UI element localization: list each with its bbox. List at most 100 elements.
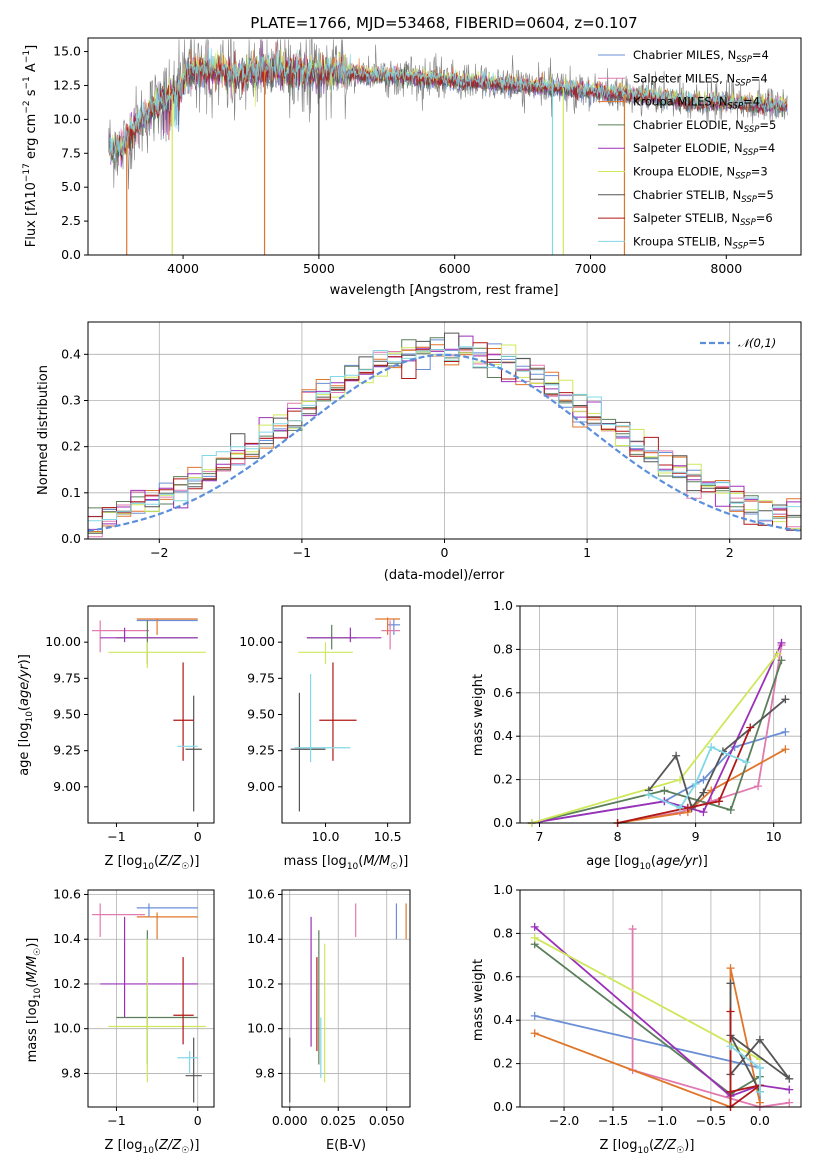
age-vs-Z-ytick-label: 9.25 (53, 743, 81, 758)
kroupa_stelib-legend-label: Kroupa STELIB, NSSP=5 (633, 234, 765, 251)
chabrier_miles-weight-marker (530, 1011, 539, 1020)
kroupa_stelib-weight-marker (755, 1087, 764, 1096)
age-vs-Z-panel: −1 0 9.00 9.25 9.50 9.75 10.00 (45, 605, 215, 844)
mw-z-ylabel: mass weight (471, 959, 486, 1041)
histogram-frame (87, 321, 802, 540)
age-vs-Z-xtick-label: −1 (107, 829, 125, 844)
kroupa_stelib-weight-marker (644, 790, 653, 799)
spectrum-legend: Chabrier MILES, NSSP=4 Salpeter MILES, NS… (598, 48, 776, 251)
spectrum-ytick-label: 15.0 (53, 44, 81, 59)
age-mass-xlabel: mass [log10(M/M☉)] (284, 854, 409, 872)
age-vs-Z-frame (87, 605, 215, 824)
mass-vs-EBV-xtick-label: 0.025 (320, 1113, 356, 1128)
mass-vs-EBV-ytick-label: 9.8 (255, 1065, 275, 1080)
spectrum-ytick-label: 12.5 (53, 77, 81, 92)
mass-vs-EBV-ytick-label: 10.6 (247, 886, 275, 901)
age-vs-mass-ytick-label: 9.75 (247, 670, 275, 685)
age-vs-Z-ytick-label: 9.00 (53, 779, 81, 794)
age-vs-mass-ytick-label: 9.00 (247, 779, 275, 794)
mass-vs-EBV-ytick-label: 10.2 (247, 976, 275, 991)
massweight-vs-age-ytick-label: 0.6 (493, 685, 513, 700)
spectrum-xtick-label: 7000 (575, 261, 607, 276)
massweight-vs-Z-ytick-label: 0.8 (493, 925, 513, 940)
mass-vs-EBV-xtick-label: 0.000 (272, 1113, 308, 1128)
age-vs-mass-xtick-label: 10.5 (374, 829, 402, 844)
mw-age-xlabel: age [log10(age/yr)] (586, 854, 708, 872)
massweight-vs-Z-xtick-label: −0.5 (696, 1113, 726, 1128)
mass-vs-Z-panel: −1 0 9.8 10.0 10.2 10.4 10.6 (53, 886, 215, 1128)
kroupa_stelib-weight-marker (707, 743, 716, 752)
age-vs-Z-ytick-label: 9.50 (53, 707, 81, 722)
chabrier_stelib-weight-line (648, 698, 786, 810)
mass-vs-Z-ytick-label: 10.2 (53, 976, 81, 991)
spectrum-xtick-label: 8000 (710, 261, 742, 276)
chabrier_elodie-weight-line (534, 943, 761, 1096)
histogram-ytick-label: 0.0 (61, 531, 81, 546)
salpeter_stelib-weight-marker (715, 797, 724, 806)
kroupa_stelib-weight-marker (755, 1063, 764, 1072)
salpeter_miles-legend-label: Salpeter MILES, NSSP=4 (633, 71, 768, 88)
salpeter_elodie-legend-label: Salpeter ELODIE, NSSP=4 (633, 141, 775, 158)
salpeter_stelib-weight-marker (726, 1087, 735, 1096)
kroupa_stelib-weight-marker (726, 1042, 735, 1051)
salpeter_elodie-weight-marker (777, 638, 786, 647)
kroupa_miles-weight-marker (726, 964, 735, 973)
massweight-vs-Z-xtick-label: −1.5 (598, 1113, 628, 1128)
chabrier_miles-weight-marker (699, 775, 708, 784)
histogram-ytick-label: 0.4 (61, 346, 81, 361)
massweight-vs-age-ytick-label: 0.2 (493, 772, 513, 787)
salpeter_stelib-weight-marker (726, 1007, 735, 1016)
chabrier_elodie-weight-marker (726, 805, 735, 814)
age-vs-mass-xtick-label: 10.0 (312, 829, 340, 844)
salpeter_stelib-weight-marker (746, 723, 755, 732)
age-vs-mass-frame (281, 605, 411, 824)
spectrum-panel: PLATE=1766, MJD=53468, FIBERID=0604, z=0… (22, 14, 802, 298)
histogram-ylabel: Normed distribution (36, 365, 51, 495)
mw-z-xlabel: Z [log10(Z/Z☉)] (600, 1138, 695, 1156)
spectrum-xtick-label: 5000 (303, 261, 335, 276)
salpeter_stelib-weight-line (617, 727, 752, 824)
histogram-xtick-label: −2 (150, 545, 168, 560)
age-vs-mass-ytick-label: 9.25 (247, 743, 275, 758)
massweight-vs-Z-ytick-label: 0.4 (493, 1012, 513, 1027)
spectrum-xtick-label: 6000 (439, 261, 471, 276)
salpeter_miles-weight-line (631, 929, 790, 1108)
salpeter_elodie-weight-marker (699, 808, 708, 817)
kroupa_elodie-weight-line (534, 936, 761, 1061)
massweight-vs-Z-ytick-label: 1.0 (493, 882, 513, 897)
kroupa_elodie-legend-label: Kroupa ELODIE, NSSP=3 (633, 165, 768, 182)
salpeter_miles-weight-marker (785, 1098, 794, 1107)
kroupa_stelib-weight-marker (691, 779, 700, 788)
chabrier_miles-weight-marker (781, 727, 790, 736)
massweight-vs-Z-ytick-label: 0.2 (493, 1056, 513, 1071)
spectrum-ytick-label: 2.5 (61, 213, 81, 228)
massweight-vs-age-xtick-label: 10 (766, 829, 782, 844)
spectrum-ytick-label: 5.0 (61, 179, 81, 194)
massweight-vs-Z-frame (519, 889, 802, 1108)
chabrier_stelib-weight-marker (781, 695, 790, 704)
age-vs-Z-ytick-label: 10.00 (45, 634, 81, 649)
age-ylabel: age [log10(age/yr)] (17, 654, 35, 776)
massweight-vs-age-ytick-label: 0.8 (493, 641, 513, 656)
mass-vs-Z-xtick-label: 0 (194, 1113, 202, 1128)
age-vs-mass-ytick-label: 10.00 (239, 634, 275, 649)
salpeter_miles-weight-marker (754, 782, 763, 791)
histogram-xtick-label: −1 (293, 545, 311, 560)
kroupa_miles-weight-marker (755, 1098, 764, 1107)
kroupa_miles-weight-line (534, 967, 761, 1109)
histogram-xlabel: (data-model)/error (384, 568, 505, 583)
spectrum-ytick-label: 7.5 (61, 145, 81, 160)
chabrier_stelib-weight-marker (672, 751, 681, 760)
massweight-vs-age-ytick-label: 0.4 (493, 728, 513, 743)
massweight-vs-age-ytick-label: 0.0 (493, 815, 513, 830)
chabrier_miles-legend-label: Chabrier MILES, NSSP=4 (633, 48, 769, 65)
histogram-ytick-label: 0.1 (61, 485, 81, 500)
mass-vs-Z-ytick-label: 10.0 (53, 1021, 81, 1036)
kroupa_stelib-weight-marker (742, 758, 751, 767)
kroupa_stelib-spectrum-line (109, 47, 788, 162)
chabrier_elodie-weight-marker (660, 786, 669, 795)
chabrier_stelib-weight-marker (699, 788, 708, 797)
chabrier_stelib-histogram-steps (88, 332, 801, 534)
salpeter_stelib-weight-marker (683, 803, 692, 812)
